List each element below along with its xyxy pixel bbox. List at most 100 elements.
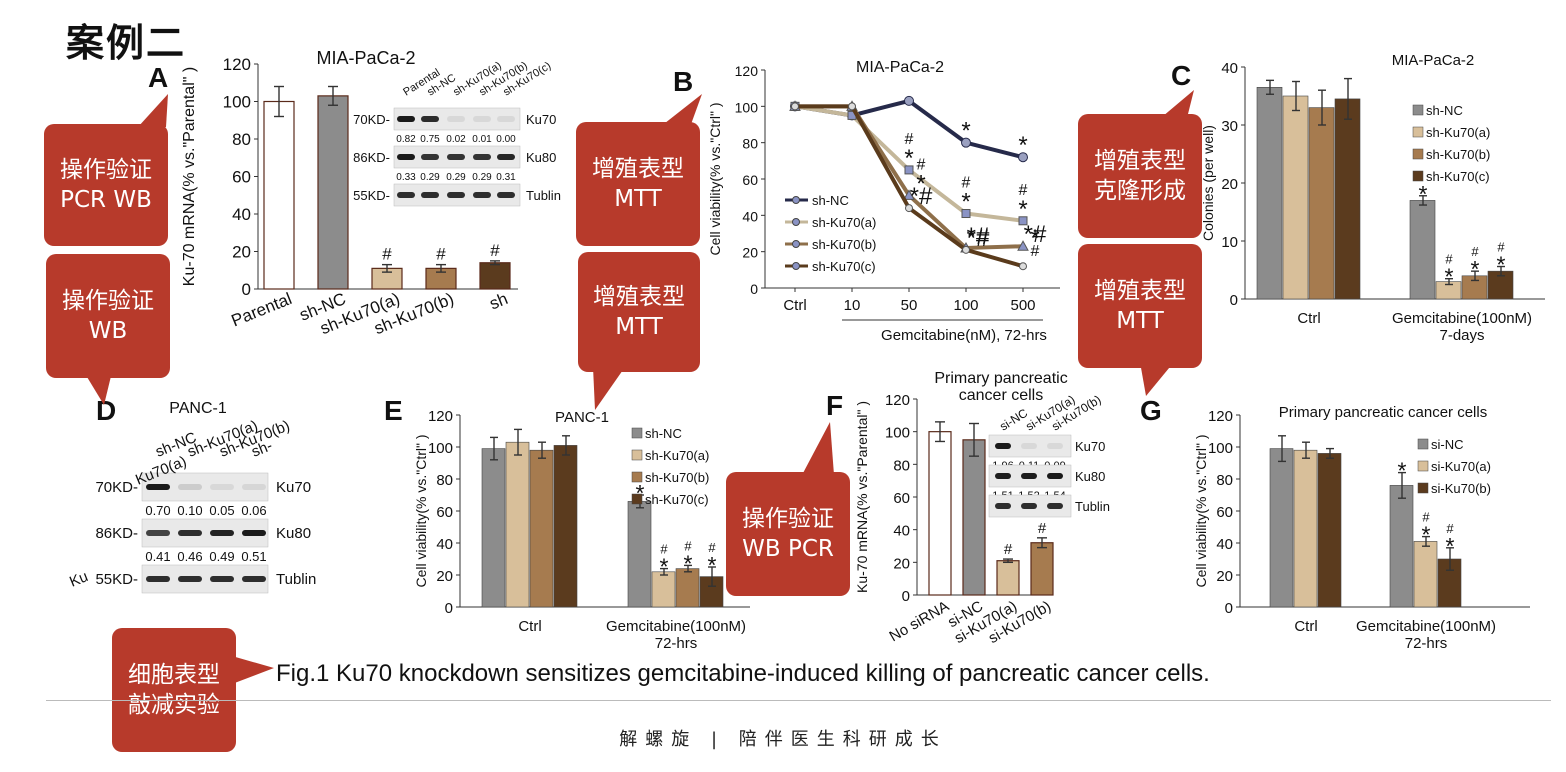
legend-label: sh-Ku70(c) <box>812 259 876 274</box>
callout-tail <box>84 372 112 405</box>
significance-mark: # <box>1004 541 1013 558</box>
significance-mark: * <box>708 552 717 578</box>
x-tick-label: Parental <box>229 289 295 330</box>
significance-mark: # <box>1038 520 1047 537</box>
blot-protein-label: Ku70 <box>276 479 311 496</box>
chart-title: MIA-PaCa-2 <box>1392 52 1475 69</box>
x-tick-label: 500 <box>1010 297 1035 314</box>
blot-mw-label: 86KD- <box>95 525 138 542</box>
y-tick-label: 60 <box>893 490 910 507</box>
blot-band <box>146 576 170 582</box>
significance-mark: # <box>1422 510 1430 525</box>
callout-tail <box>1140 362 1174 396</box>
bar <box>1293 449 1318 608</box>
legend-swatch <box>1412 170 1424 182</box>
data-point <box>791 102 799 111</box>
blot-band <box>421 154 439 160</box>
significance-mark: * <box>1419 181 1428 207</box>
legend-marker <box>792 218 800 226</box>
blot-title: PANC-1 <box>169 400 227 417</box>
blot-quant-value: 0.02 <box>446 134 466 145</box>
legend-label: si-Ku70(b) <box>1431 481 1491 496</box>
callout-prolif-colony: 增殖表型 克隆形成 <box>1078 114 1202 238</box>
significance-mark: # <box>1446 521 1454 536</box>
callout-validate-pcr-wb: 操作验证 PCR WB <box>44 124 168 246</box>
chart-title: MIA-PaCa-2 <box>316 48 415 68</box>
blot-quant-value: 0.82 <box>396 134 416 145</box>
y-tick-label: 40 <box>1216 536 1233 553</box>
significance-mark: # <box>1445 252 1453 267</box>
legend-swatch <box>1417 460 1429 472</box>
blot-quant-value: 0.46 <box>177 549 202 564</box>
y-tick-label: 0 <box>242 280 251 299</box>
x-tick-label: Ctrl <box>1294 618 1317 635</box>
data-point <box>1019 262 1027 271</box>
significance-mark: # <box>1497 240 1505 255</box>
blot-band <box>497 192 515 198</box>
blot-quant-value: 0.29 <box>472 172 492 183</box>
y-tick-label: 120 <box>1208 408 1233 425</box>
y-tick-label: 100 <box>885 425 910 442</box>
bar <box>1409 200 1436 300</box>
blot-band <box>421 116 439 122</box>
y-axis-label: Ku-70 mRNA(% vs."Parental" ) <box>181 67 198 286</box>
x-tick-label: 72-hrs <box>655 635 698 652</box>
blot-band <box>1047 473 1063 479</box>
blot-mw-label: 86KD- <box>353 150 390 165</box>
significance-mark: # <box>1471 244 1479 259</box>
blot-band <box>473 192 491 198</box>
y-tick-label: 40 <box>436 536 453 553</box>
significance-mark: # <box>684 538 692 553</box>
data-point <box>848 102 856 111</box>
significance-mark: *# <box>967 225 990 252</box>
bar <box>962 439 986 596</box>
panel-letter-f: F <box>826 390 844 421</box>
y-tick-label: 80 <box>1216 472 1233 489</box>
blot-band <box>497 154 515 160</box>
blot-quant-value: 0.70 <box>145 503 170 518</box>
legend-swatch <box>631 493 643 505</box>
significance-mark: # <box>660 542 668 557</box>
bar <box>1334 98 1361 300</box>
y-tick-label: 40 <box>893 523 910 540</box>
y-tick-label: 100 <box>428 440 453 457</box>
chart-title: PANC-1 <box>555 409 609 426</box>
chart-title: cancer cells <box>959 387 1043 404</box>
blot-quant-value: 0.33 <box>396 172 416 183</box>
y-tick-label: 0 <box>445 600 453 617</box>
y-tick-label: 60 <box>436 504 453 521</box>
legend-swatch <box>1412 104 1424 116</box>
y-tick-label: 40 <box>742 208 758 224</box>
callout-knockdown: 细胞表型 敲减实验 <box>112 628 236 752</box>
y-tick-label: 10 <box>1221 234 1238 251</box>
significance-mark: * <box>684 550 693 576</box>
significance-mark: * <box>1018 196 1027 223</box>
callout-tail <box>660 94 702 127</box>
blot-band <box>447 154 465 160</box>
blot-band <box>995 503 1011 509</box>
blot-quant-value: 0.06 <box>241 503 266 518</box>
blot-band <box>473 154 491 160</box>
blot-quant-value: 0.29 <box>420 172 440 183</box>
y-tick-label: 80 <box>232 130 251 149</box>
blot-band <box>1021 443 1037 449</box>
legend-label: sh-NC <box>812 193 849 208</box>
blot-quant-value: 0.00 <box>496 134 516 145</box>
x-tick-label: 7-days <box>1439 327 1484 344</box>
figure-caption: Fig.1 Ku70 knockdown sensitizes gemcitab… <box>276 660 1210 687</box>
data-point <box>1018 152 1028 163</box>
significance-mark: # <box>382 245 392 264</box>
blot-band <box>421 192 439 198</box>
panel-letter-e: E <box>384 395 403 426</box>
callout-prolif-mtt-3: 增殖表型 MTT <box>1078 244 1202 368</box>
blot-band <box>447 116 465 122</box>
bar <box>553 445 578 608</box>
data-point <box>904 165 914 175</box>
legend-label: sh-Ku70(b) <box>645 470 709 485</box>
blot-band <box>178 484 202 490</box>
legend-label: si-Ku70(a) <box>1431 459 1491 474</box>
blot-band <box>146 530 170 536</box>
significance-mark: * <box>904 145 913 172</box>
blot-band <box>473 116 491 122</box>
